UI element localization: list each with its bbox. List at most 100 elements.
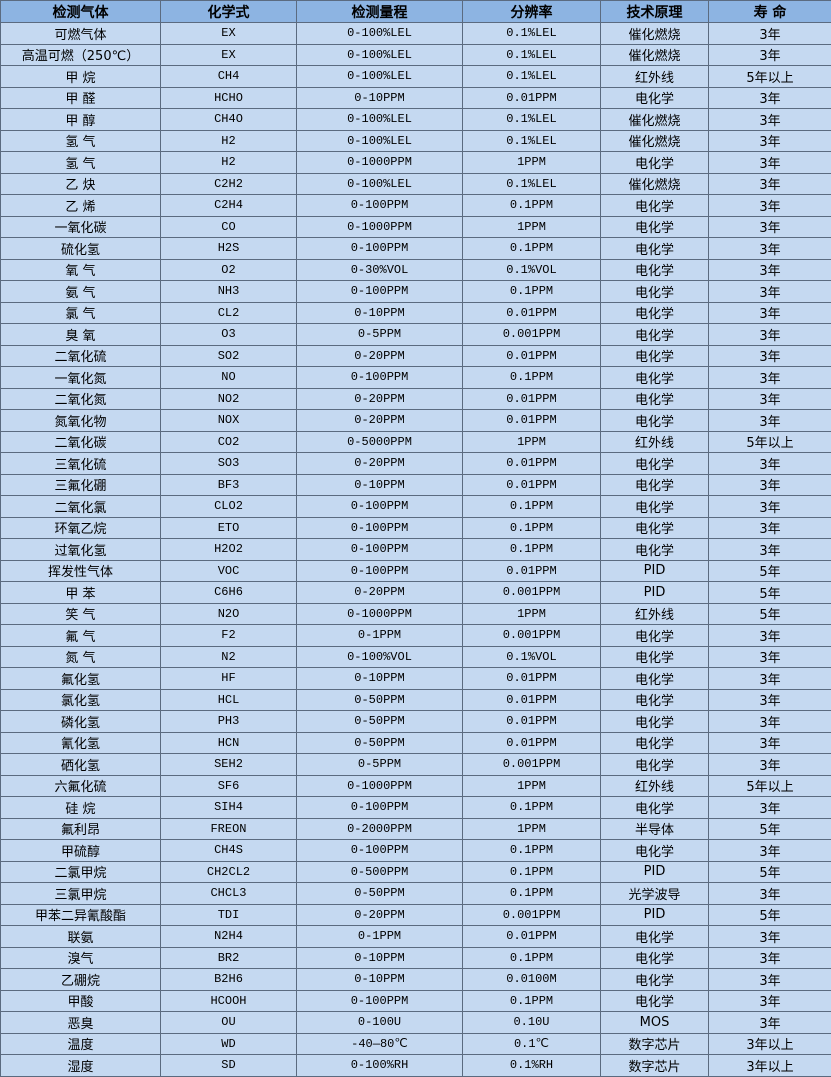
cell-formula: O3: [161, 324, 297, 346]
cell-range: 0-100PPM: [297, 238, 463, 260]
cell-range: 0-500PPM: [297, 861, 463, 883]
cell-gas: 一氧化碳: [1, 216, 161, 238]
cell-formula: SO2: [161, 345, 297, 367]
cell-lifespan: 3年: [709, 754, 831, 776]
cell-lifespan: 3年: [709, 990, 831, 1012]
cell-range: 0-20PPM: [297, 582, 463, 604]
cell-principle: 电化学: [601, 453, 709, 475]
cell-resolution: 0.001PPM: [463, 324, 601, 346]
cell-resolution: 0.001PPM: [463, 754, 601, 776]
cell-range: 0-1000PPM: [297, 603, 463, 625]
cell-range: 0-50PPM: [297, 689, 463, 711]
cell-range: 0-100%LEL: [297, 130, 463, 152]
cell-lifespan: 3年: [709, 281, 831, 303]
cell-range: -40—80℃: [297, 1033, 463, 1055]
cell-lifespan: 5年: [709, 904, 831, 926]
cell-resolution: 0.001PPM: [463, 582, 601, 604]
cell-principle: 红外线: [601, 775, 709, 797]
cell-resolution: 0.01PPM: [463, 410, 601, 432]
cell-gas: 氧 气: [1, 259, 161, 281]
cell-principle: 电化学: [601, 238, 709, 260]
cell-principle: 催化燃烧: [601, 173, 709, 195]
cell-lifespan: 5年: [709, 582, 831, 604]
cell-formula: CH4O: [161, 109, 297, 131]
cell-resolution: 0.01PPM: [463, 302, 601, 324]
cell-resolution: 1PPM: [463, 152, 601, 174]
cell-lifespan: 5年以上: [709, 775, 831, 797]
cell-lifespan: 3年: [709, 646, 831, 668]
cell-principle: 电化学: [601, 689, 709, 711]
cell-gas: 氯化氢: [1, 689, 161, 711]
cell-lifespan: 3年: [709, 517, 831, 539]
cell-principle: 半导体: [601, 818, 709, 840]
cell-formula: BF3: [161, 474, 297, 496]
cell-gas: 联氨: [1, 926, 161, 948]
cell-resolution: 0.1PPM: [463, 367, 601, 389]
cell-formula: OU: [161, 1012, 297, 1034]
cell-formula: HF: [161, 668, 297, 690]
cell-lifespan: 3年: [709, 625, 831, 647]
cell-principle: 电化学: [601, 840, 709, 862]
cell-formula: H2O2: [161, 539, 297, 561]
cell-formula: SF6: [161, 775, 297, 797]
cell-range: 0-100U: [297, 1012, 463, 1034]
cell-resolution: 0.01PPM: [463, 668, 601, 690]
cell-formula: CL2: [161, 302, 297, 324]
cell-principle: 电化学: [601, 646, 709, 668]
cell-range: 0-100%LEL: [297, 173, 463, 195]
cell-principle: 电化学: [601, 754, 709, 776]
cell-range: 0-50PPM: [297, 711, 463, 733]
cell-gas: 磷化氢: [1, 711, 161, 733]
cell-formula: N2H4: [161, 926, 297, 948]
cell-range: 0-1000PPM: [297, 152, 463, 174]
cell-range: 0-20PPM: [297, 345, 463, 367]
cell-principle: 电化学: [601, 517, 709, 539]
cell-gas: 硅 烷: [1, 797, 161, 819]
cell-gas: 氮 气: [1, 646, 161, 668]
cell-principle: 催化燃烧: [601, 23, 709, 45]
cell-gas: 氢 气: [1, 152, 161, 174]
cell-lifespan: 3年: [709, 689, 831, 711]
cell-resolution: 0.01PPM: [463, 453, 601, 475]
cell-range: 0-10PPM: [297, 302, 463, 324]
cell-principle: 电化学: [601, 259, 709, 281]
header-formula: 化学式: [161, 1, 297, 23]
cell-gas: 二氧化碳: [1, 431, 161, 453]
cell-resolution: 0.1%VOL: [463, 646, 601, 668]
cell-lifespan: 3年: [709, 496, 831, 518]
cell-resolution: 0.1PPM: [463, 840, 601, 862]
cell-range: 0-10PPM: [297, 947, 463, 969]
cell-formula: NO: [161, 367, 297, 389]
cell-formula: HCHO: [161, 87, 297, 109]
cell-principle: 电化学: [601, 797, 709, 819]
cell-formula: C2H4: [161, 195, 297, 217]
cell-formula: CO2: [161, 431, 297, 453]
cell-lifespan: 5年: [709, 560, 831, 582]
cell-gas: 臭 氧: [1, 324, 161, 346]
cell-formula: C6H6: [161, 582, 297, 604]
cell-lifespan: 3年: [709, 797, 831, 819]
cell-formula: N2: [161, 646, 297, 668]
cell-formula: CH4S: [161, 840, 297, 862]
cell-formula: VOC: [161, 560, 297, 582]
cell-range: 0-20PPM: [297, 453, 463, 475]
cell-range: 0-100PPM: [297, 560, 463, 582]
cell-gas: 乙 烯: [1, 195, 161, 217]
cell-principle: 光学波导: [601, 883, 709, 905]
cell-resolution: 0.1PPM: [463, 281, 601, 303]
cell-formula: H2S: [161, 238, 297, 260]
cell-range: 0-20PPM: [297, 904, 463, 926]
cell-gas: 氟 气: [1, 625, 161, 647]
